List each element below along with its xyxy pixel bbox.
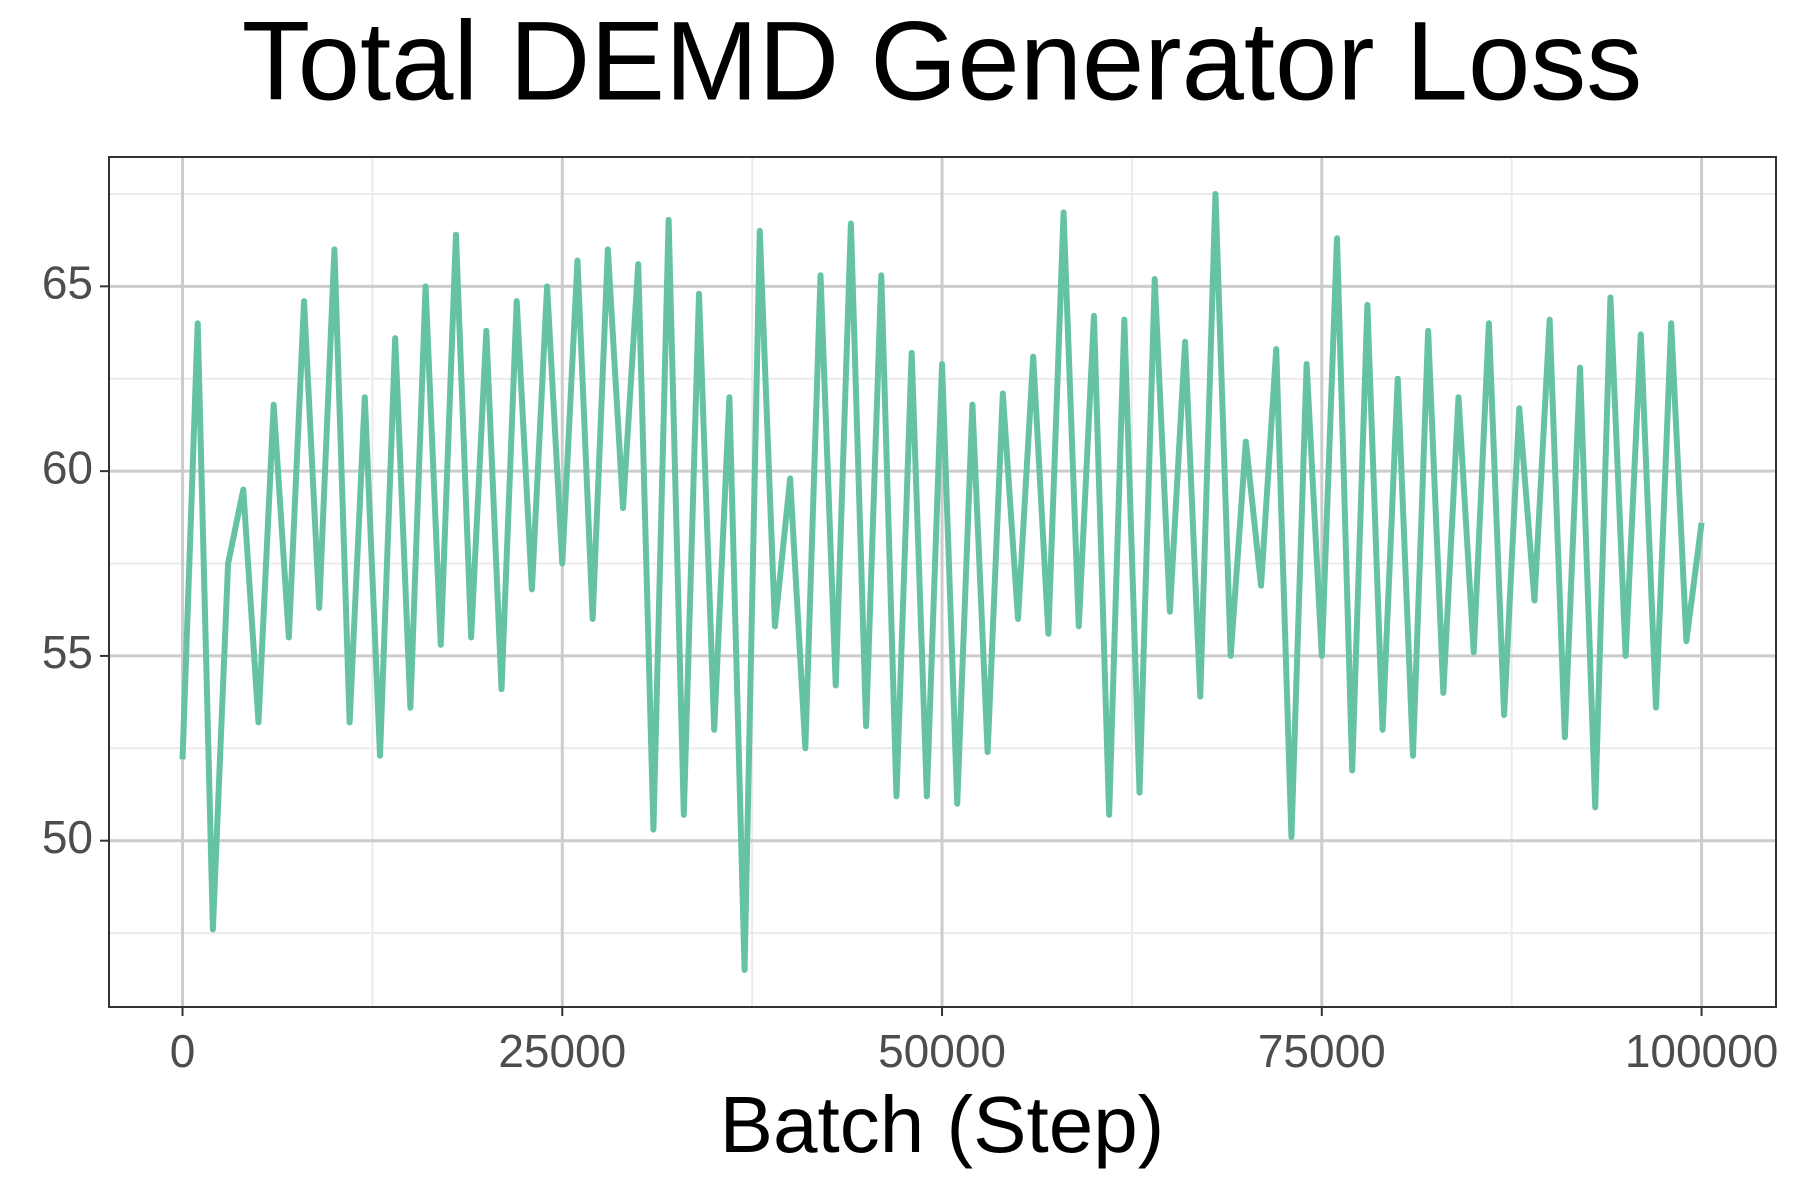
y-tick-label: 65 (42, 257, 93, 309)
y-tick-label: 50 (42, 811, 93, 863)
x-tick-label: 100000 (1625, 1025, 1779, 1077)
plot-frame (108, 156, 1777, 1008)
x-tick-label: 25000 (498, 1025, 626, 1077)
x-tick-label: 75000 (1258, 1025, 1386, 1077)
x-tick-label: 50000 (878, 1025, 1006, 1077)
x-axis-label: Batch (Step) (720, 1080, 1165, 1169)
chart-title: Total DEMD Generator Loss (242, 0, 1643, 124)
x-tick-label: 0 (170, 1025, 196, 1077)
data-line (179, 190, 1705, 974)
y-tick-label: 55 (42, 626, 93, 678)
y-tick-label: 60 (42, 441, 93, 493)
